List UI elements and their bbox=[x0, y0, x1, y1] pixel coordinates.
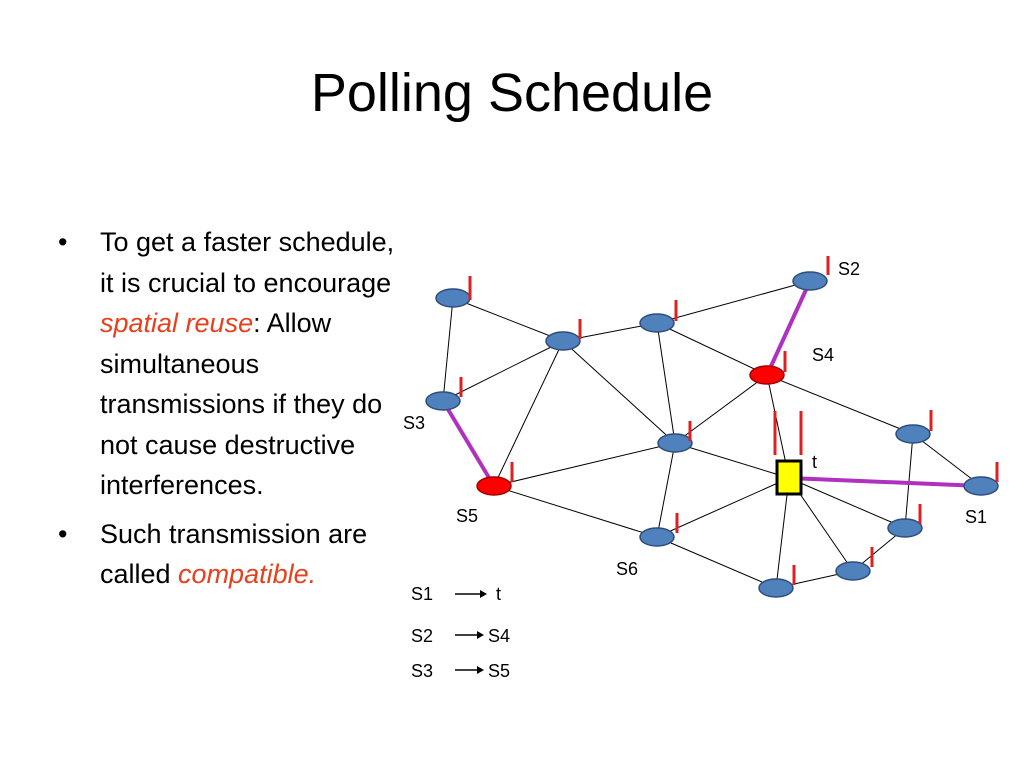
node-label-s5: S5 bbox=[456, 506, 478, 526]
edge-line bbox=[493, 442, 676, 487]
edge-line bbox=[452, 297, 564, 342]
edges bbox=[442, 280, 982, 589]
bullet-dot-icon: • bbox=[58, 227, 68, 257]
network-node bbox=[545, 331, 581, 351]
network-node bbox=[639, 527, 675, 547]
network-node bbox=[835, 561, 871, 581]
node-label-s6: S6 bbox=[616, 559, 638, 579]
network-node bbox=[887, 518, 923, 538]
active-node bbox=[749, 365, 785, 385]
legend-to: S5 bbox=[488, 661, 510, 681]
network-node bbox=[435, 288, 471, 308]
bullet-emphasis: spatial reuse bbox=[100, 308, 254, 338]
edge-line bbox=[656, 442, 676, 538]
nodes bbox=[425, 271, 999, 598]
edge-line bbox=[493, 485, 658, 538]
legend-row: S1 t bbox=[411, 584, 501, 604]
edge-line bbox=[656, 322, 676, 444]
node-label-s2: S2 bbox=[838, 259, 860, 279]
legend-from: S2 bbox=[411, 626, 433, 646]
edge-line bbox=[656, 280, 811, 324]
edge-line bbox=[493, 340, 564, 487]
edge-line bbox=[656, 477, 790, 538]
legend: S1 t S2 S4 S3 S5 bbox=[411, 584, 510, 681]
bullet-dot-icon: • bbox=[58, 518, 68, 549]
network-node bbox=[425, 391, 461, 411]
legend-from: S3 bbox=[411, 661, 433, 681]
edge-line bbox=[442, 297, 454, 402]
arrowhead-icon bbox=[477, 631, 484, 639]
edge-line bbox=[442, 340, 564, 402]
network-node bbox=[895, 424, 931, 444]
page-title: Polling Schedule bbox=[310, 63, 714, 123]
edge-line bbox=[775, 477, 790, 589]
bullet-emphasis: compatible. bbox=[178, 559, 317, 589]
bullet-text: To get a faster schedule, it is crucial … bbox=[100, 227, 395, 298]
arrowhead-icon bbox=[480, 590, 487, 598]
bullet-item: • Such transmission are called compatibl… bbox=[58, 514, 398, 595]
network-node bbox=[657, 433, 693, 453]
bullet-item: • To get a faster schedule, it is crucia… bbox=[58, 222, 398, 506]
legend-to: t bbox=[496, 584, 501, 604]
legend-to: S4 bbox=[488, 626, 510, 646]
bullet-text: Such transmission are called bbox=[100, 518, 368, 590]
network-node bbox=[792, 271, 828, 291]
bullet-list: • To get a faster schedule, it is crucia… bbox=[58, 222, 398, 603]
legend-row: S2 S4 bbox=[411, 626, 510, 646]
transmission-link bbox=[441, 399, 496, 488]
transmission-link bbox=[765, 280, 812, 376]
edge-line bbox=[912, 433, 982, 487]
node-label-s1: S1 bbox=[965, 507, 987, 527]
network-node bbox=[639, 313, 675, 333]
edge-line bbox=[674, 442, 790, 479]
flags bbox=[459, 256, 999, 585]
legend-row: S3 S5 bbox=[411, 661, 510, 681]
node-label-t: t bbox=[812, 452, 817, 472]
arrowhead-icon bbox=[477, 666, 484, 674]
network-node bbox=[963, 476, 999, 496]
edge-line bbox=[766, 374, 914, 435]
edge-line bbox=[562, 340, 676, 444]
edge-line bbox=[656, 322, 768, 376]
node-label-s4: S4 bbox=[812, 345, 834, 365]
active-node bbox=[476, 476, 512, 496]
target-node bbox=[775, 459, 803, 496]
edge-line bbox=[788, 477, 906, 529]
legend-from: S1 bbox=[411, 584, 433, 604]
edge-line bbox=[656, 536, 777, 589]
network-node bbox=[758, 578, 794, 598]
active-links bbox=[441, 280, 982, 488]
node-label-s3: S3 bbox=[403, 413, 425, 433]
bullet-text: : Allow simultaneous transmissions if th… bbox=[100, 308, 383, 500]
transmission-link bbox=[788, 476, 982, 488]
